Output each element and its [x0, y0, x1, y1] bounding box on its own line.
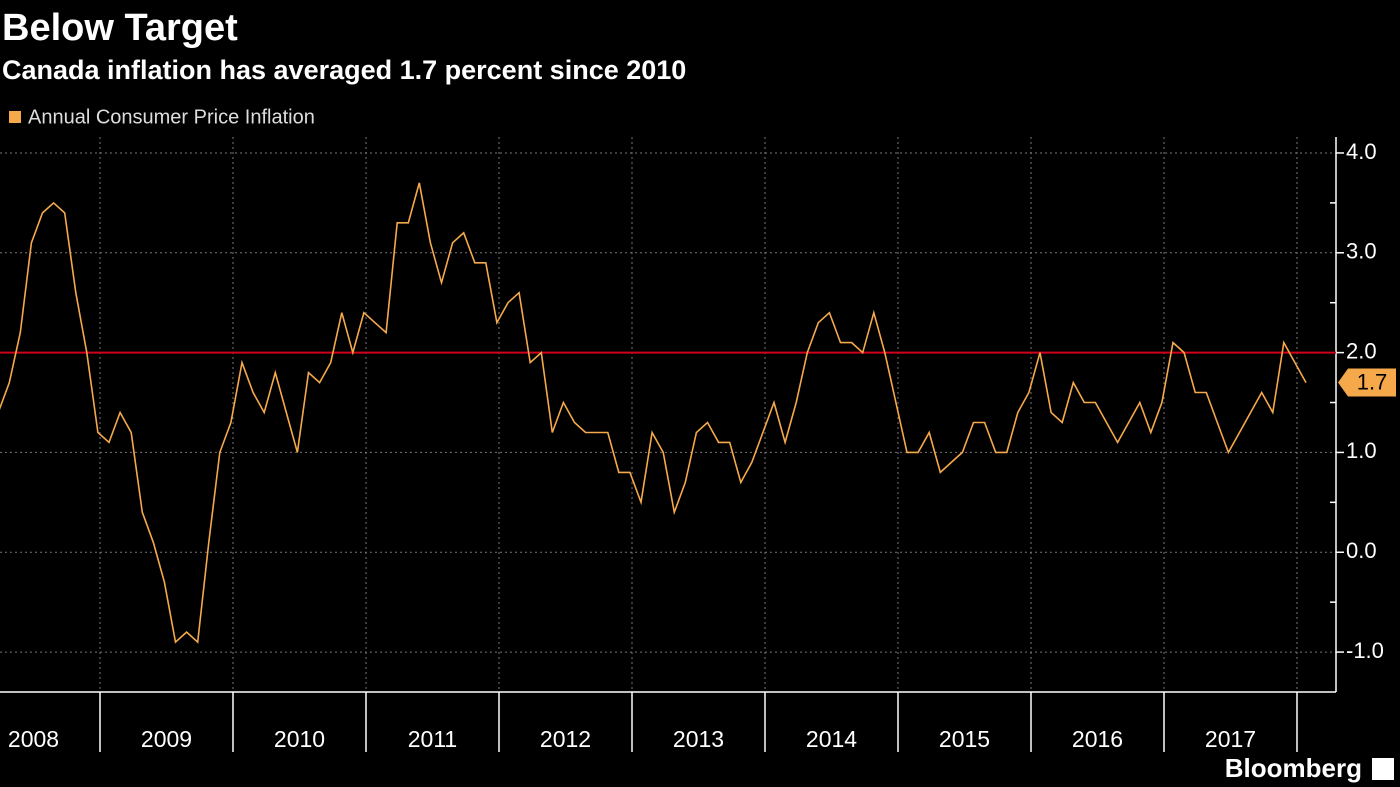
- x-tick-label: 2015: [939, 726, 990, 752]
- last-value-label: 1.7: [1357, 369, 1388, 394]
- source-logo: Bloomberg: [1225, 753, 1362, 783]
- y-tick-label: 4.0: [1346, 139, 1377, 164]
- x-tick-label: 2011: [408, 726, 457, 752]
- y-tick-label: 1.0: [1346, 438, 1377, 463]
- logo-icon: [1372, 758, 1394, 780]
- x-tick-label: 2014: [806, 726, 857, 752]
- y-tick-label: 2.0: [1346, 338, 1377, 363]
- legend-swatch: [9, 111, 21, 123]
- x-tick-label: 2009: [141, 726, 192, 752]
- chart-title: Below Target: [2, 7, 238, 49]
- chart-subtitle: Canada inflation has averaged 1.7 percen…: [2, 55, 686, 85]
- x-tick-label: 2012: [540, 726, 591, 752]
- x-tick-label: 2017: [1205, 726, 1256, 752]
- x-tick-label: 2010: [274, 726, 325, 752]
- x-tick-label: 2008: [8, 726, 59, 752]
- x-tick-label: 2013: [673, 726, 724, 752]
- y-tick-label: 3.0: [1346, 239, 1377, 264]
- last-value-tag: [1338, 368, 1396, 397]
- x-tick-label: 2016: [1072, 726, 1123, 752]
- y-tick-label: 0.0: [1346, 538, 1377, 563]
- legend-label: Annual Consumer Price Inflation: [28, 106, 315, 128]
- data-line: [0, 182, 1307, 644]
- y-tick-label: -1.0: [1346, 638, 1384, 663]
